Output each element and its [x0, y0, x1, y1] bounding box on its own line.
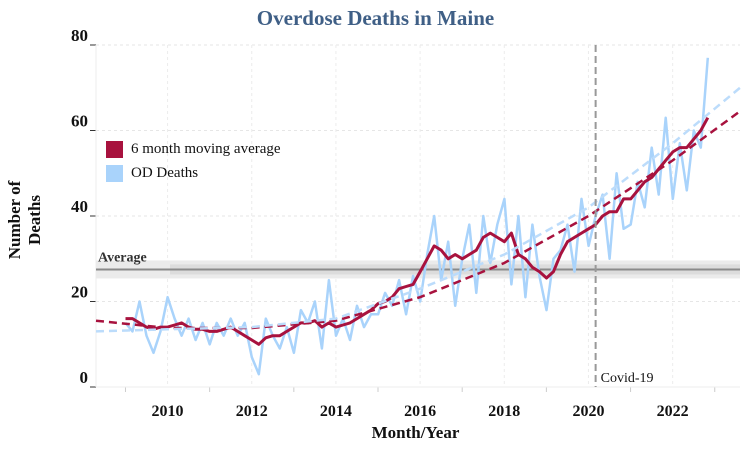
x-tick-label: 2012 [236, 403, 268, 420]
y-tick-label: 20 [71, 283, 88, 302]
covid-label: Covid-19 [601, 371, 654, 386]
legend-swatch-moving-average [106, 140, 123, 158]
legend-swatch-od-deaths [106, 164, 123, 182]
y-tick-label: 80 [71, 26, 88, 45]
y-tick-label: 40 [71, 197, 88, 216]
x-tick-label: 2022 [657, 403, 689, 420]
legend: 6 month moving average OD Deaths [106, 137, 281, 185]
chart-title: Overdose Deaths in Maine [256, 6, 495, 30]
x-tick-label: 2020 [572, 403, 604, 420]
y-tick-label: 60 [71, 112, 88, 131]
y-axis-label: Number of Deaths [5, 180, 44, 260]
moving-average-line [125, 116, 710, 346]
legend-item-od-deaths: OD Deaths [106, 161, 281, 185]
average-label: Average [98, 250, 147, 265]
x-tick-label: 2016 [404, 403, 436, 420]
x-tick-label: 2014 [320, 403, 352, 420]
legend-item-moving-average: 6 month moving average [106, 137, 281, 161]
x-tick-label: 2010 [152, 403, 184, 420]
od-deaths-trend-line [95, 86, 741, 333]
x-tick-label: 2018 [488, 403, 520, 420]
legend-label-od-deaths: OD Deaths [131, 164, 199, 181]
legend-label-moving-average: 6 month moving average [131, 140, 281, 157]
moving-average-trend-line [95, 110, 741, 330]
x-axis-label: Month/Year [371, 423, 460, 442]
y-tick-label: 0 [80, 368, 89, 387]
